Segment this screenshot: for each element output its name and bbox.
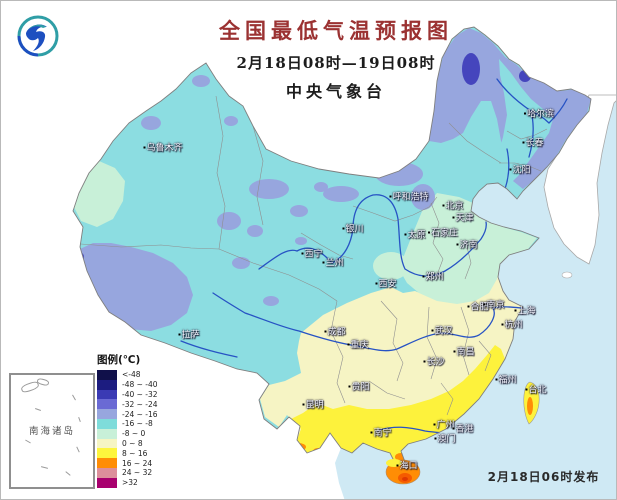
legend-label: -40 ~ -32 [122, 389, 158, 399]
province-boundaries [80, 95, 548, 416]
legend-label: -24 ~ -16 [122, 409, 158, 419]
legend-swatch [97, 389, 117, 400]
legend-item: -8 ~ 0 [97, 428, 158, 439]
legend-item: -32 ~ -24 [97, 399, 158, 410]
legend-item: 24 ~ 32 [97, 467, 158, 478]
legend-item: -40 ~ -32 [97, 389, 158, 400]
legend: 图例(℃) <-48 -48 ~ -40 -40 ~ -32 -32 ~ -24 -24… [97, 352, 158, 488]
legend-label: -16 ~ -8 [122, 419, 153, 429]
legend-label: >32 [122, 478, 138, 488]
island-mark [78, 416, 81, 423]
legend-swatch [97, 448, 117, 459]
legend-item: <-48 [97, 370, 158, 380]
release-time: 2月18日06时发布 [487, 470, 600, 484]
legend-title: 图例(℃) [97, 354, 141, 366]
legend-swatch [97, 438, 117, 449]
legend-item: -48 ~ -40 [97, 379, 158, 390]
inset-label: 南海诸岛 [28, 426, 75, 437]
legend-swatch [97, 399, 117, 410]
legend-swatch [97, 418, 117, 429]
legend-label: 16 ~ 24 [122, 458, 153, 468]
legend-item: 16 ~ 24 [97, 458, 158, 468]
legend-item: -16 ~ -8 [97, 418, 158, 429]
legend-swatch [97, 370, 117, 380]
south-china-sea-inset: 南海诸岛 [9, 373, 95, 489]
island-mark [25, 439, 31, 444]
title-block: 全国最低气温预报图 2月18日08时—19日08时 中央气象台 [141, 15, 531, 102]
legend-label: -32 ~ -24 [122, 399, 158, 409]
map-valid-period: 2月18日08时—19日08时 [236, 54, 436, 72]
rivers [180, 78, 568, 436]
map-title: 全国最低气温预报图 [219, 18, 453, 43]
legend-label: -8 ~ 0 [122, 429, 146, 439]
island-mark [72, 394, 76, 401]
jeju-island [561, 271, 573, 279]
island-mark [40, 466, 49, 469]
legend-swatch [97, 409, 117, 419]
legend-item: -24 ~ -16 [97, 409, 158, 419]
island-mark [35, 408, 41, 411]
legend-item: 8 ~ 16 [97, 448, 158, 459]
legend-item: 0 ~ 8 [97, 438, 158, 449]
legend-items: <-48 -48 ~ -40 -40 ~ -32 -32 ~ -24 -24 ~ -16… [97, 370, 158, 488]
issuing-agency: 中央气象台 [285, 82, 386, 101]
sea [335, 99, 616, 499]
island-mark [76, 446, 80, 453]
legend-label: 8 ~ 16 [122, 448, 148, 458]
legend-swatch [97, 467, 117, 478]
legend-label: -48 ~ -40 [122, 380, 158, 390]
taiwan-island [523, 381, 540, 425]
island-mark [65, 471, 71, 476]
hainan-island [385, 459, 421, 485]
legend-swatch [97, 477, 117, 488]
legend-item: >32 [97, 477, 158, 488]
china-border [72, 26, 592, 466]
legend-label: 24 ~ 32 [122, 468, 153, 478]
legend-swatch [97, 379, 117, 390]
legend-label: 0 ~ 8 [122, 438, 143, 448]
legend-swatch [97, 458, 117, 468]
legend-label: <-48 [122, 370, 141, 380]
legend-swatch [97, 428, 117, 439]
cma-logo-icon [17, 15, 59, 57]
